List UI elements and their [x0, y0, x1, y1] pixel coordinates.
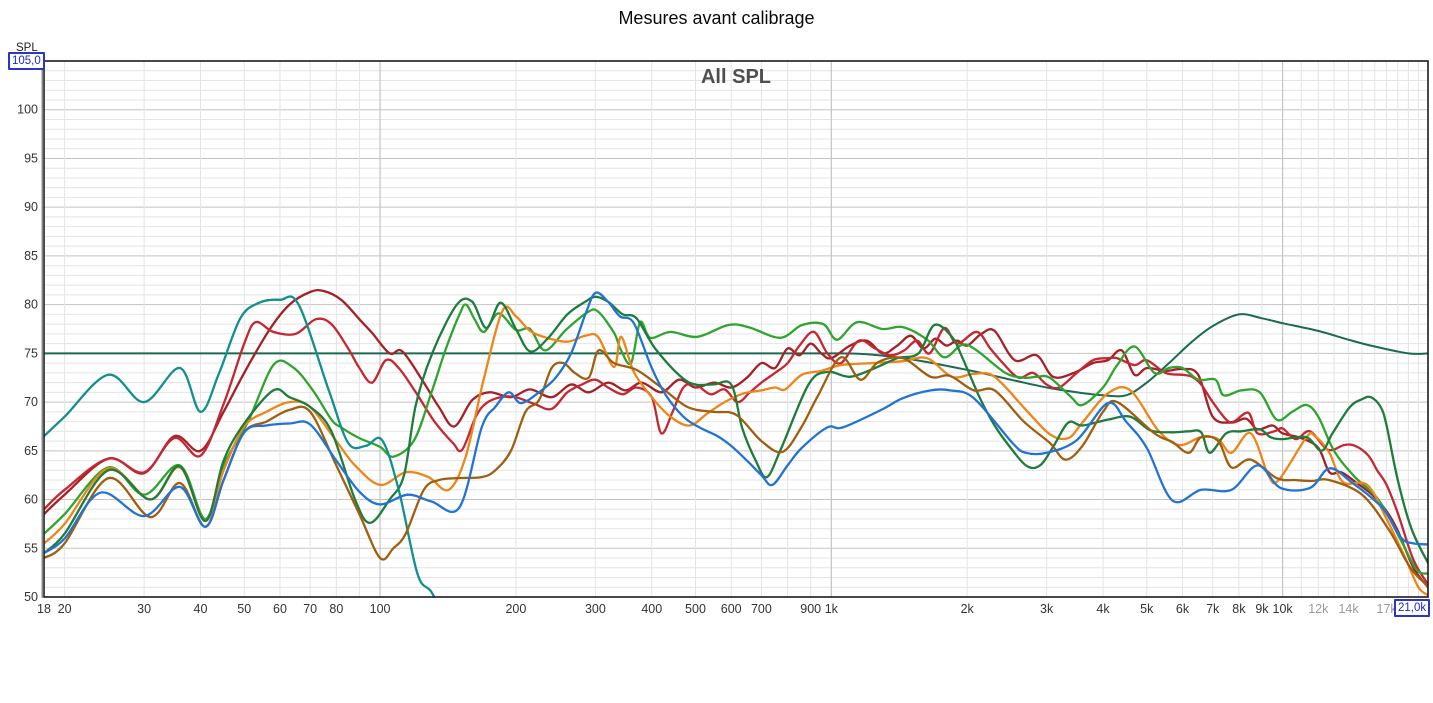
x-tick-label: 50 [237, 602, 251, 616]
x-tick-label: 700 [751, 602, 772, 616]
x-tick-label: 2k [961, 602, 975, 616]
y-axis-title: SPL [16, 42, 38, 54]
x-tick-label: 300 [585, 602, 606, 616]
y-tick-label: 55 [24, 541, 38, 555]
x-tick-label: 9k [1255, 602, 1269, 616]
x-tick-label: 5k [1140, 602, 1154, 616]
x-tick-label: 14k [1338, 602, 1359, 616]
curve-series-6 [44, 295, 1428, 565]
curve-series-4 [44, 303, 1428, 575]
y-tick-label: 85 [24, 249, 38, 263]
y-tick-label: 80 [24, 298, 38, 312]
x-tick-label: 3k [1040, 602, 1054, 616]
x-tick-label: 1k [825, 602, 839, 616]
x-tick-label: 40 [194, 602, 208, 616]
curve-series-3 [44, 317, 1428, 586]
y-axis-top-limit-box[interactable]: 105,0 [8, 52, 45, 70]
x-tick-label: 20 [58, 602, 72, 616]
x-tick-label: 17k [1377, 602, 1398, 616]
x-tick-label: 70 [303, 602, 317, 616]
curve-series-8 [44, 348, 1428, 588]
x-tick-label: 12k [1308, 602, 1329, 616]
y-tick-label: 70 [24, 395, 38, 409]
y-tick-label: 90 [24, 200, 38, 214]
x-tick-label: 18 [37, 602, 51, 616]
x-tick-label: 10k [1273, 602, 1294, 616]
x-tick-label: 400 [641, 602, 662, 616]
y-tick-label: 60 [24, 493, 38, 507]
x-tick-label: 100 [370, 602, 391, 616]
y-tick-label: 95 [24, 151, 38, 165]
curve-series-5 [44, 305, 1428, 597]
measurement-legend: ✓1: Target août 14 18:081/675,0 dB✓2: no… [0, 626, 1433, 703]
chart-heading: All SPL [701, 66, 771, 88]
x-tick-label: 7k [1206, 602, 1220, 616]
y-tick-label: 75 [24, 346, 38, 360]
x-tick-label: 60 [273, 602, 287, 616]
x-tick-label: 900 [800, 602, 821, 616]
x-tick-label: 200 [505, 602, 526, 616]
x-axis-right-limit-box[interactable]: 21,0k [1394, 599, 1431, 617]
spl-chart: 100 95 90 85 80 75 70 65 60 55 50 18 20 30 40 50 60 70 80 1… [8, 42, 1431, 617]
curve-series-9 [44, 291, 1428, 555]
x-tick-label: 8k [1232, 602, 1246, 616]
curve-series-7 [44, 295, 436, 597]
x-tick-label: 6k [1176, 602, 1190, 616]
x-tick-label: 600 [721, 602, 742, 616]
y-tick-label: 100 [17, 103, 38, 117]
y-tick-label: 65 [24, 444, 38, 458]
x-tick-label: 80 [329, 602, 343, 616]
page-title: Mesures avant calibrage [618, 8, 815, 28]
y-tick-label: 50 [24, 590, 38, 604]
x-tick-label: 500 [685, 602, 706, 616]
plot-area[interactable] [44, 61, 1428, 597]
x-tick-label: 30 [137, 602, 151, 616]
x-tick-label: 4k [1096, 602, 1110, 616]
